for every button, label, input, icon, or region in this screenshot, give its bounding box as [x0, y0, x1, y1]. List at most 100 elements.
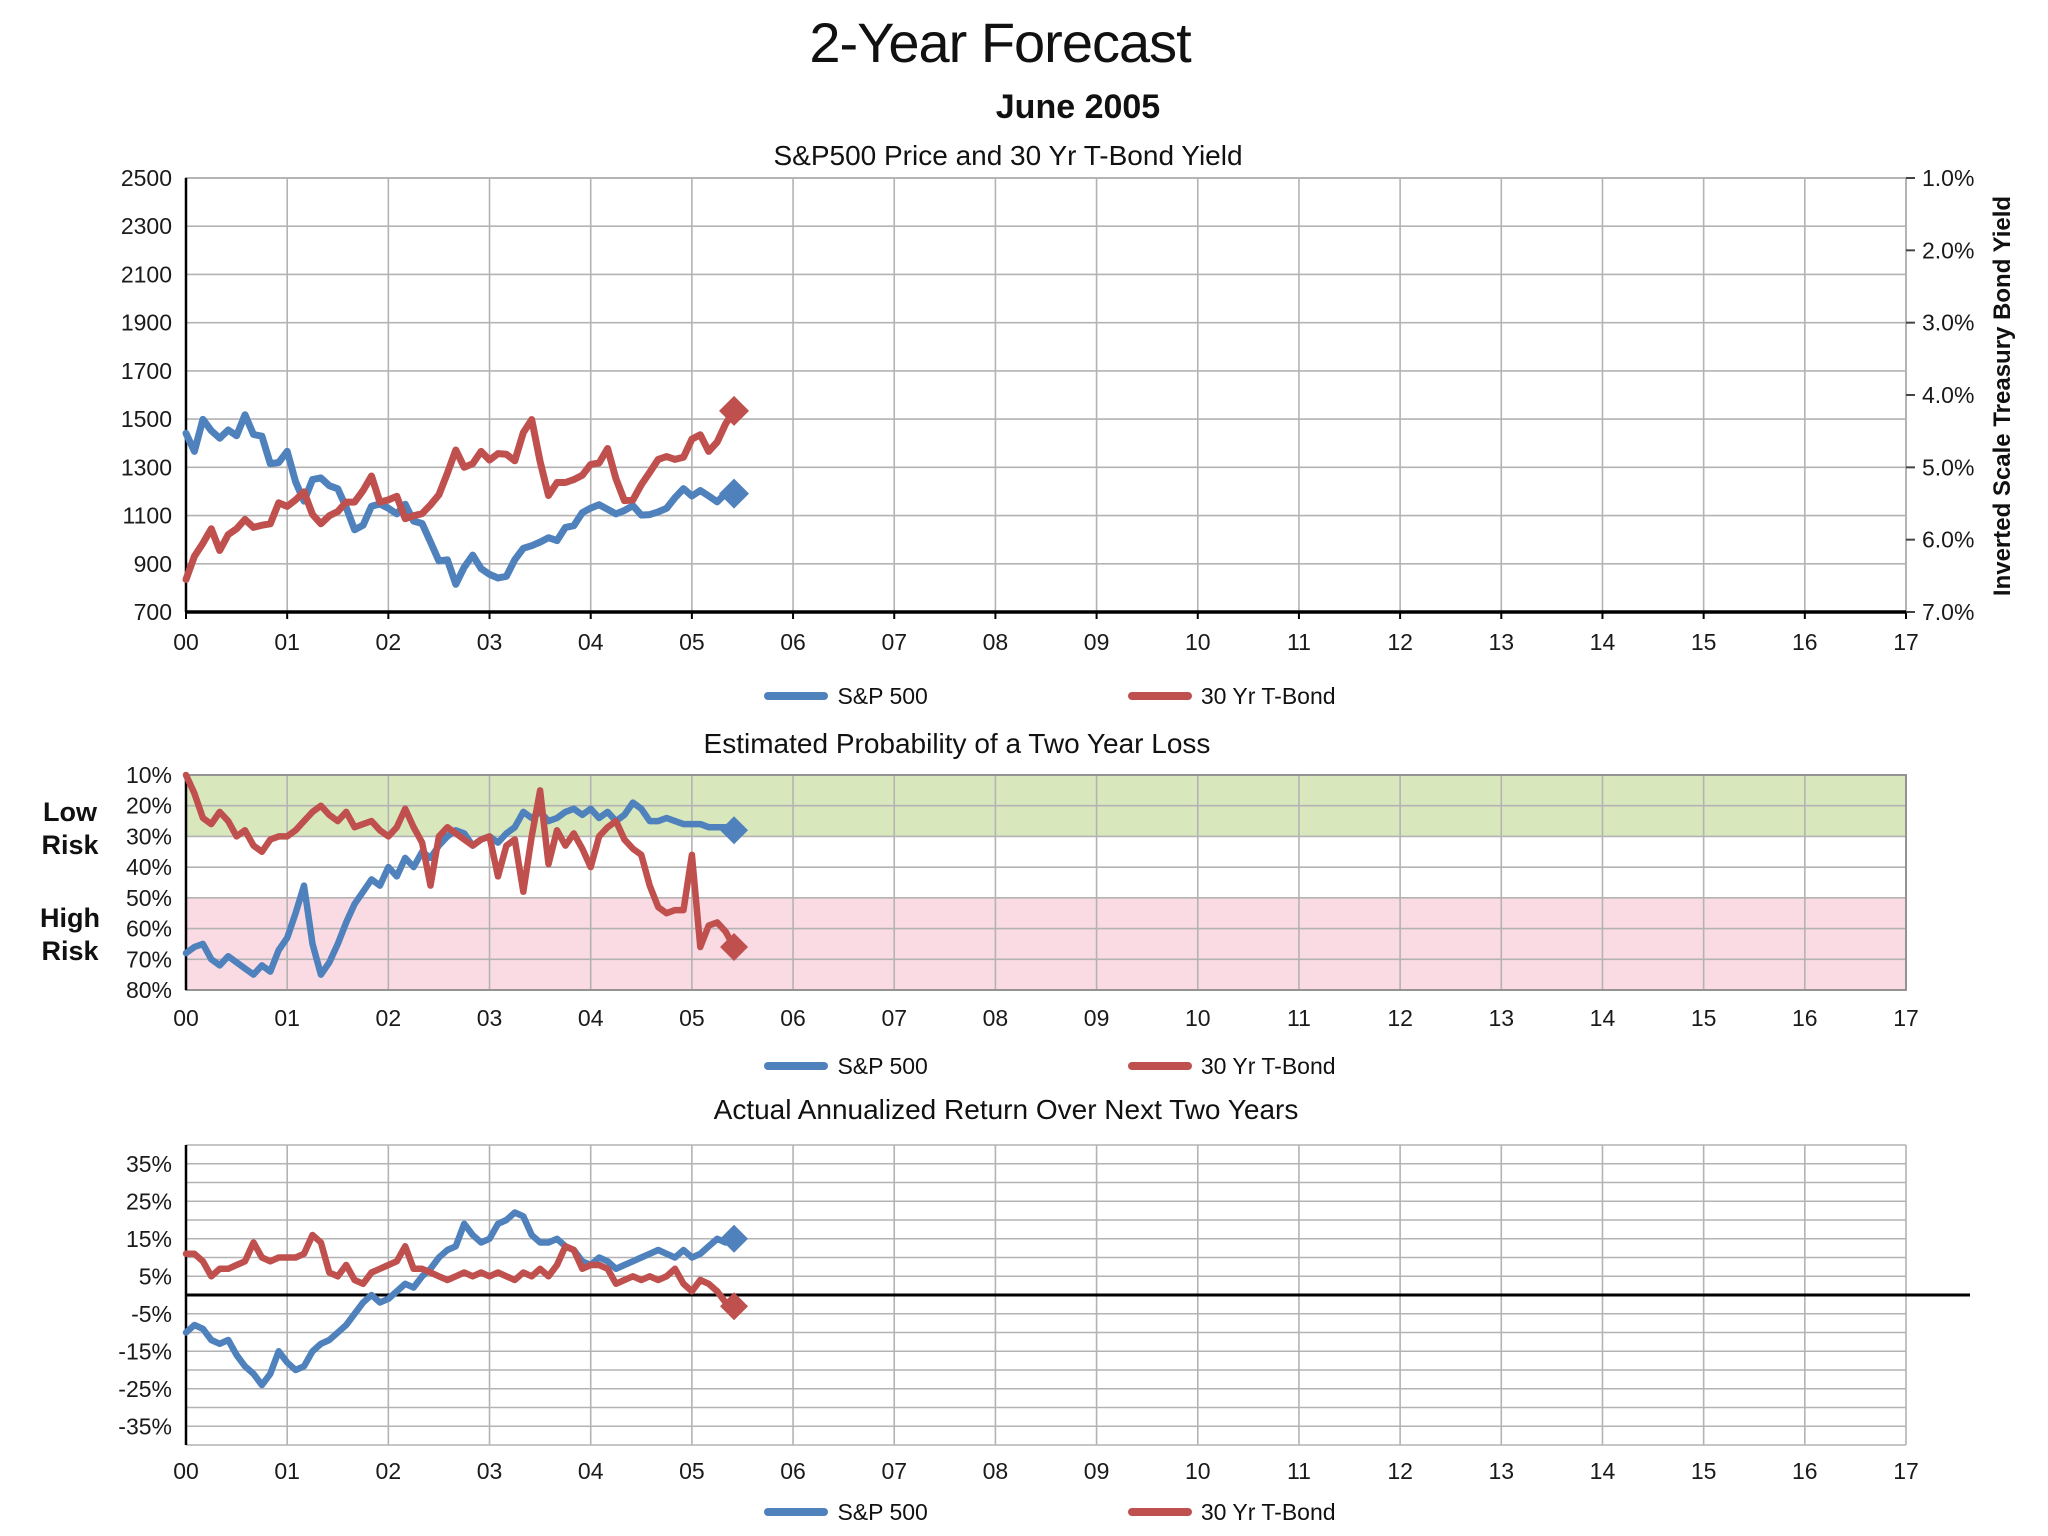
- prob-tick-label: 40%: [126, 854, 172, 880]
- sp500-line-swatch-icon: [764, 692, 829, 700]
- prob-tick-label: 30%: [126, 823, 172, 849]
- tbond-endpoint-diamond: [720, 933, 749, 961]
- price-tick-label: 1700: [121, 358, 172, 384]
- x-tick-label: 07: [881, 1458, 907, 1484]
- x-tick-label: 15: [1691, 629, 1717, 655]
- x-tick-label: 01: [274, 1458, 300, 1484]
- x-tick-label: 01: [274, 1005, 300, 1031]
- chart-title-actual-return: Actual Annualized Return Over Next Two Y…: [713, 1094, 1299, 1125]
- tbond-line-swatch-icon: [1127, 1508, 1192, 1516]
- x-tick-label: 02: [376, 629, 402, 655]
- return-tick-label: 5%: [139, 1263, 172, 1289]
- tbond-line: [182, 407, 738, 583]
- price-tick-label: 2100: [121, 261, 172, 287]
- yield-tick-label: 2.0%: [1922, 237, 1974, 263]
- legend-item-sp500: S&P 500: [764, 1498, 928, 1526]
- legend-probability: S&P 500 30 Yr T-Bond: [230, 1050, 1870, 1082]
- prob-tick-label: 50%: [126, 885, 172, 911]
- price-tick-label: 1500: [121, 406, 172, 432]
- x-tick-label: 08: [983, 1005, 1009, 1031]
- x-tick-label: 00: [173, 1458, 199, 1484]
- x-tick-label: 03: [477, 1458, 503, 1484]
- x-tick-label: 09: [1084, 1005, 1110, 1031]
- x-tick-label: 02: [376, 1458, 402, 1484]
- x-tick-label: 16: [1792, 629, 1818, 655]
- x-tick-label: 13: [1488, 629, 1514, 655]
- sp500-line: [182, 1209, 738, 1389]
- x-tick-label: 17: [1893, 1458, 1919, 1484]
- probability-chart: 10% 20% 30% 40% 50% 60% 70% 80%00 01 02 03 04 05 06 07…: [126, 762, 1919, 1031]
- price-tick-label: 700: [134, 599, 172, 625]
- price-tick-label: 900: [134, 551, 172, 577]
- return-chart: 35% 25% 15% 5% -5% -15% -25% -35%00 01 02 03 04 05 06…: [118, 1144, 1970, 1484]
- x-tick-label: 12: [1387, 629, 1413, 655]
- x-tick-label: 10: [1185, 1005, 1211, 1031]
- x-tick-label: 15: [1691, 1005, 1717, 1031]
- low-risk-band-label: Low Risk: [41, 797, 99, 860]
- return-tick-label: 35%: [126, 1151, 172, 1177]
- legend-label-sp500: S&P 500: [837, 682, 928, 709]
- x-tick-label: 08: [983, 1458, 1009, 1484]
- x-tick-label: 06: [780, 629, 806, 655]
- yield-tick-label: 4.0%: [1922, 382, 1974, 408]
- chart-title-price-yield: S&P500 Price and 30 Yr T-Bond Yield: [773, 140, 1243, 171]
- x-tick-label: 10: [1185, 1458, 1211, 1484]
- sp500-line-swatch-icon: [764, 1062, 829, 1070]
- x-tick-label: 09: [1084, 1458, 1110, 1484]
- x-tick-label: 16: [1792, 1005, 1818, 1031]
- high-risk-band-label: High Risk: [40, 903, 100, 966]
- legend-label-sp500: S&P 500: [837, 1052, 928, 1079]
- x-tick-label: 07: [881, 1005, 907, 1031]
- legend-item-sp500: S&P 500: [764, 1052, 928, 1080]
- yield-tick-label: 7.0%: [1922, 599, 1974, 625]
- prob-tick-label: 70%: [126, 946, 172, 972]
- yield-tick-label: 5.0%: [1922, 454, 1974, 480]
- x-tick-label: 11: [1287, 1005, 1311, 1031]
- x-tick-label: 16: [1792, 1458, 1818, 1484]
- price-tick-label: 1900: [121, 310, 172, 336]
- page-subtitle: June 2005: [995, 88, 1161, 126]
- legend-label-sp500: S&P 500: [837, 1498, 928, 1525]
- x-tick-label: 05: [679, 629, 705, 655]
- x-tick-label: 04: [578, 1458, 604, 1484]
- legend-item-tbond: 30 Yr T-Bond: [1127, 683, 1336, 710]
- x-tick-label: 07: [881, 629, 907, 655]
- right-axis-title: Inverted Scale Treasury Bond Yield: [1989, 195, 2016, 597]
- x-tick-label: 12: [1387, 1005, 1413, 1031]
- yield-tick-label: 6.0%: [1922, 527, 1974, 553]
- plot-frame: [185, 177, 1907, 613]
- x-tick-label: 13: [1488, 1005, 1514, 1031]
- high-risk-band: [186, 897, 1906, 990]
- legend-label-tbond: 30 Yr T-Bond: [1200, 1498, 1336, 1525]
- return-tick-label: 15%: [126, 1226, 172, 1252]
- sp500-endpoint-diamond: [719, 478, 750, 509]
- x-tick-label: 04: [578, 629, 604, 655]
- x-tick-label: 06: [780, 1005, 806, 1031]
- price-tick-label: 1300: [121, 454, 172, 480]
- sp500-endpoint-diamond: [720, 1224, 749, 1253]
- yield-tick-label: 1.0%: [1922, 165, 1974, 191]
- tbond-endpoint-diamond: [719, 395, 750, 426]
- x-tick-label: 02: [376, 1005, 402, 1031]
- return-tick-label: -25%: [118, 1376, 172, 1402]
- return-tick-label: -15%: [118, 1338, 172, 1364]
- x-tick-label: 11: [1287, 1458, 1311, 1484]
- x-tick-label: 14: [1590, 1005, 1616, 1031]
- x-tick-label: 11: [1287, 629, 1311, 655]
- x-tick-label: 00: [173, 1005, 199, 1031]
- prob-tick-label: 80%: [126, 977, 172, 1003]
- x-tick-label: 10: [1185, 629, 1211, 655]
- sp500-line-swatch-icon: [764, 1508, 829, 1516]
- x-tick-label: 17: [1893, 629, 1919, 655]
- price-yield-chart: 250023002100190017001500130011009007001.…: [121, 165, 1975, 655]
- x-tick-label: 00: [173, 629, 199, 655]
- prob-tick-label: 10%: [126, 762, 172, 788]
- x-tick-label: 08: [983, 629, 1009, 655]
- price-tick-label: 1100: [123, 503, 172, 529]
- sp500-line: [182, 411, 738, 588]
- x-tick-label: 15: [1691, 1458, 1717, 1484]
- tbond-line: [182, 1231, 738, 1310]
- return-tick-label: -35%: [118, 1413, 172, 1439]
- yield-tick-label: 3.0%: [1922, 310, 1974, 336]
